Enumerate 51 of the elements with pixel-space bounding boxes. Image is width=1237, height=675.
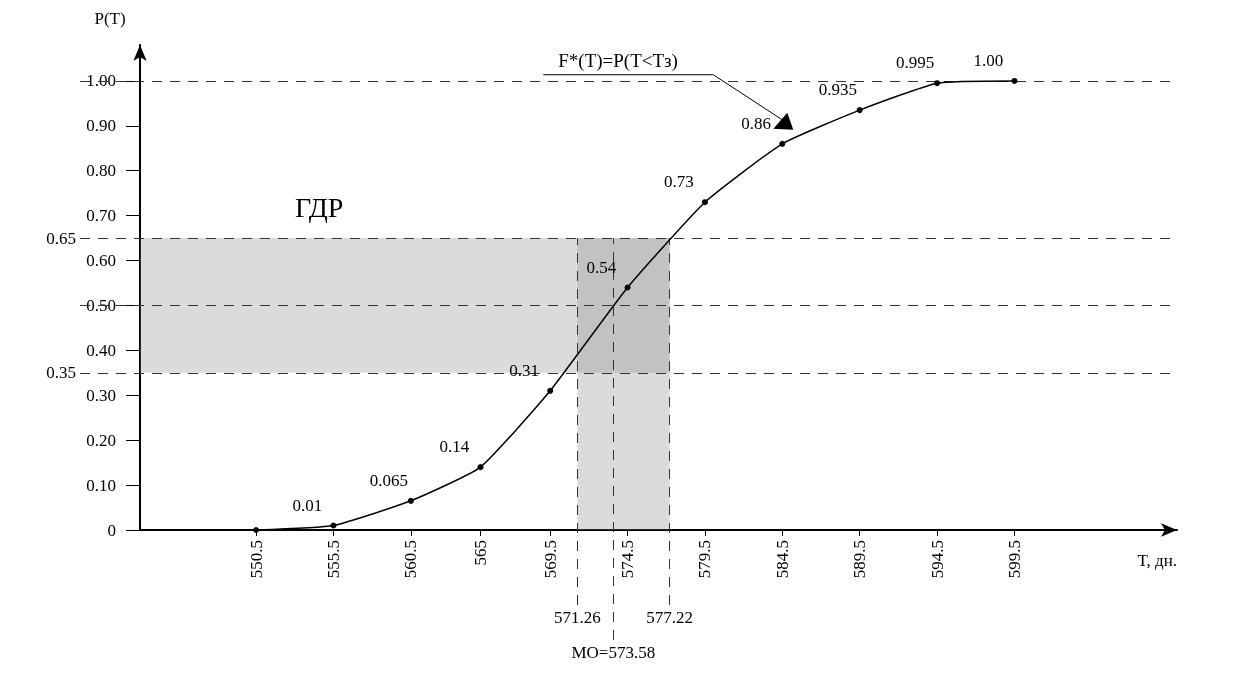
annotation: F*(T)=P(T<Tз) bbox=[558, 49, 678, 72]
x-tick-label: 584.5 bbox=[772, 540, 792, 579]
point bbox=[477, 464, 484, 471]
point bbox=[1011, 77, 1018, 84]
ref-line-label: 0.65 bbox=[46, 228, 76, 248]
ref-line-label: 571.26 bbox=[554, 608, 601, 627]
x-tick-label: 579.5 bbox=[695, 540, 715, 579]
data-label: 0.14 bbox=[439, 437, 470, 457]
x-tick-label: 569.5 bbox=[540, 540, 560, 579]
data-label: 0.54 bbox=[586, 257, 617, 277]
point bbox=[701, 199, 708, 206]
ref-line-label: 577.22 bbox=[646, 608, 694, 627]
y-tick-label: 0.70 bbox=[86, 206, 116, 226]
x-tick-label: 550.5 bbox=[246, 540, 266, 579]
data-label: 0.995 bbox=[896, 53, 935, 73]
y-tick-label: 0 bbox=[107, 520, 116, 540]
x-tick-label: 560.5 bbox=[401, 540, 421, 579]
x-tick-label: 599.5 bbox=[1004, 540, 1024, 579]
data-label: 0.065 bbox=[369, 470, 409, 490]
y-tick-label: 1.00 bbox=[86, 71, 116, 91]
point bbox=[547, 387, 554, 394]
y-tick-label: 0.60 bbox=[86, 251, 116, 271]
x-tick-label: 574.5 bbox=[618, 540, 638, 579]
data-label: 0.935 bbox=[818, 80, 857, 100]
ref-line-label: МО=573.58 bbox=[571, 643, 656, 662]
band-label: ГДР bbox=[295, 191, 344, 223]
point bbox=[330, 522, 337, 529]
point bbox=[934, 80, 941, 87]
y-tick-label: 0.30 bbox=[86, 385, 116, 405]
y-tick-label: 0.90 bbox=[86, 116, 116, 136]
point bbox=[407, 497, 414, 504]
x-tick-label: 555.5 bbox=[323, 540, 343, 579]
point bbox=[779, 140, 786, 147]
x-axis-title: T, дн. bbox=[1137, 551, 1177, 570]
data-label: 0.73 bbox=[663, 172, 694, 192]
point bbox=[253, 527, 260, 533]
data-label: 0.86 bbox=[741, 113, 772, 133]
x-tick-label: 565 bbox=[471, 540, 491, 566]
y-tick-label: 0.10 bbox=[86, 475, 116, 495]
y-tick-label: 0.50 bbox=[86, 295, 116, 315]
x-tick-label: 594.5 bbox=[927, 540, 947, 579]
y-axis-title: P(T) bbox=[94, 9, 126, 28]
point bbox=[856, 107, 863, 114]
ref-line-label: 0.35 bbox=[46, 363, 76, 383]
x-tick-label: 589.5 bbox=[850, 540, 870, 579]
data-label: 0.01 bbox=[292, 495, 323, 515]
data-label: 1.00 bbox=[973, 50, 1004, 70]
y-tick-label: 0.20 bbox=[86, 430, 116, 450]
point bbox=[624, 284, 631, 291]
y-tick-label: 0.40 bbox=[86, 340, 116, 360]
y-tick-label: 0.80 bbox=[86, 161, 116, 181]
